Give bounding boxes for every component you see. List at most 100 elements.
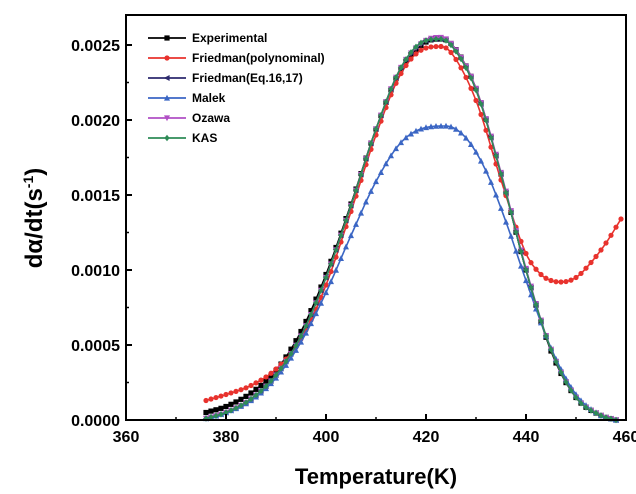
series-point [303, 322, 309, 329]
series-point [618, 216, 624, 222]
series-point [478, 111, 484, 118]
series-point [208, 408, 214, 414]
series-point [583, 265, 589, 271]
series-point [243, 385, 249, 391]
series-point [393, 74, 399, 81]
series-point [373, 125, 379, 133]
series-point [408, 130, 414, 137]
series-point [613, 224, 619, 230]
series-point [483, 117, 489, 124]
series-point [273, 366, 279, 372]
series-point [263, 374, 269, 380]
series-point [428, 123, 434, 130]
series-point [318, 299, 324, 306]
series-point [228, 390, 234, 396]
series-point [528, 291, 534, 298]
series-point [343, 243, 349, 250]
series-point [528, 260, 534, 266]
legend-swatch-marker [164, 35, 170, 41]
series-point [213, 412, 219, 419]
series-point [413, 51, 419, 57]
series-point [248, 395, 254, 403]
y-axis-title: dα/dt(s-1) [20, 168, 48, 269]
legend-label: Experimental [192, 31, 267, 45]
series-point [233, 399, 239, 405]
series-point [473, 148, 479, 155]
series-point [478, 157, 484, 164]
series-point [523, 250, 529, 257]
series-point [478, 100, 484, 108]
series-point [508, 209, 514, 216]
series-point [533, 266, 539, 272]
series-point [598, 247, 604, 253]
series-point [258, 377, 264, 383]
series-point [543, 275, 549, 281]
series-point [223, 391, 229, 398]
series-point [293, 342, 299, 349]
series-point [453, 125, 459, 132]
series-point [413, 127, 419, 134]
series-point [553, 358, 559, 365]
series-point [423, 45, 429, 51]
series-point [413, 43, 419, 51]
series-point [403, 134, 409, 141]
x-tick-label: 420 [413, 429, 440, 446]
legend-label: Friedman(Eq.16,17) [192, 71, 303, 85]
series-point [558, 279, 564, 285]
legend: Experimental Friedman(polynominal) Friedma… [148, 31, 325, 145]
series-point [288, 346, 294, 352]
series-point [473, 97, 479, 104]
series-point [463, 74, 469, 81]
series-point [398, 139, 404, 146]
y-tick-label: 0.0005 [71, 338, 120, 355]
series-point [453, 48, 459, 55]
series-point [348, 232, 354, 239]
series-point [263, 378, 269, 384]
series-point [468, 141, 474, 147]
series-point [548, 346, 554, 353]
series-point [463, 64, 469, 71]
legend-swatch-marker [163, 75, 170, 81]
series-point [433, 122, 439, 129]
series-point [498, 170, 504, 178]
series-point [543, 332, 549, 340]
series-point [363, 198, 369, 205]
legend-item-experimental: Experimental [148, 31, 267, 45]
series-point [438, 35, 444, 43]
series-point [563, 378, 569, 386]
series-point [518, 262, 524, 269]
series-point [578, 270, 584, 277]
series-point [268, 373, 274, 379]
series-point [443, 37, 449, 44]
series-point [603, 240, 609, 246]
series-point [288, 354, 294, 361]
legend-swatch-marker [164, 94, 170, 101]
series-friedman-polynominal [203, 43, 624, 404]
series-point [568, 277, 574, 283]
series-point [353, 221, 359, 227]
series-point [263, 382, 269, 390]
series-point [393, 145, 399, 152]
series-point [458, 55, 464, 63]
series-point [298, 328, 304, 335]
series-point [313, 296, 319, 302]
series-point [358, 171, 364, 178]
series-point [463, 134, 469, 141]
series-point [498, 205, 504, 211]
x-tick-label: 440 [513, 429, 540, 446]
series-point [598, 412, 604, 419]
series-point [403, 62, 409, 69]
series-point [253, 380, 259, 386]
series-point [433, 35, 439, 43]
series-point [593, 253, 599, 260]
series-point [313, 310, 319, 317]
legend-swatch-marker [164, 134, 170, 142]
x-tick-label: 360 [113, 429, 140, 446]
series-point [523, 266, 529, 274]
series-point [298, 332, 304, 340]
series-point [338, 255, 344, 262]
series-point [423, 124, 429, 131]
series-point [343, 217, 349, 224]
series-point [233, 388, 239, 394]
